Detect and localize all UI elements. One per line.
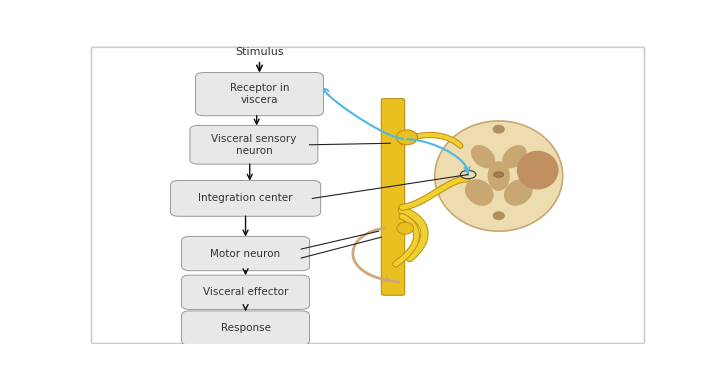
Text: Stimulus: Stimulus <box>236 47 284 57</box>
Text: Integration center: Integration center <box>198 194 293 204</box>
Ellipse shape <box>396 130 417 145</box>
Text: Visceral sensory
neuron: Visceral sensory neuron <box>211 134 297 156</box>
Ellipse shape <box>435 121 563 231</box>
FancyBboxPatch shape <box>91 47 645 344</box>
Ellipse shape <box>465 179 494 206</box>
FancyBboxPatch shape <box>195 72 324 116</box>
Text: Motor neuron: Motor neuron <box>210 248 281 259</box>
Ellipse shape <box>493 125 505 134</box>
Ellipse shape <box>471 145 495 168</box>
Ellipse shape <box>397 222 414 234</box>
FancyBboxPatch shape <box>182 311 309 345</box>
Text: Receptor in
viscera: Receptor in viscera <box>230 83 289 105</box>
FancyBboxPatch shape <box>381 99 405 295</box>
FancyBboxPatch shape <box>170 180 321 216</box>
Ellipse shape <box>502 145 526 168</box>
FancyBboxPatch shape <box>190 125 318 164</box>
Text: Visceral effector: Visceral effector <box>203 287 288 297</box>
FancyBboxPatch shape <box>182 275 309 310</box>
Text: Response: Response <box>220 323 271 333</box>
Circle shape <box>460 170 476 179</box>
Ellipse shape <box>493 211 505 220</box>
Ellipse shape <box>504 179 533 206</box>
FancyBboxPatch shape <box>182 236 309 271</box>
Ellipse shape <box>488 161 510 191</box>
Ellipse shape <box>517 151 559 190</box>
Circle shape <box>494 172 504 177</box>
